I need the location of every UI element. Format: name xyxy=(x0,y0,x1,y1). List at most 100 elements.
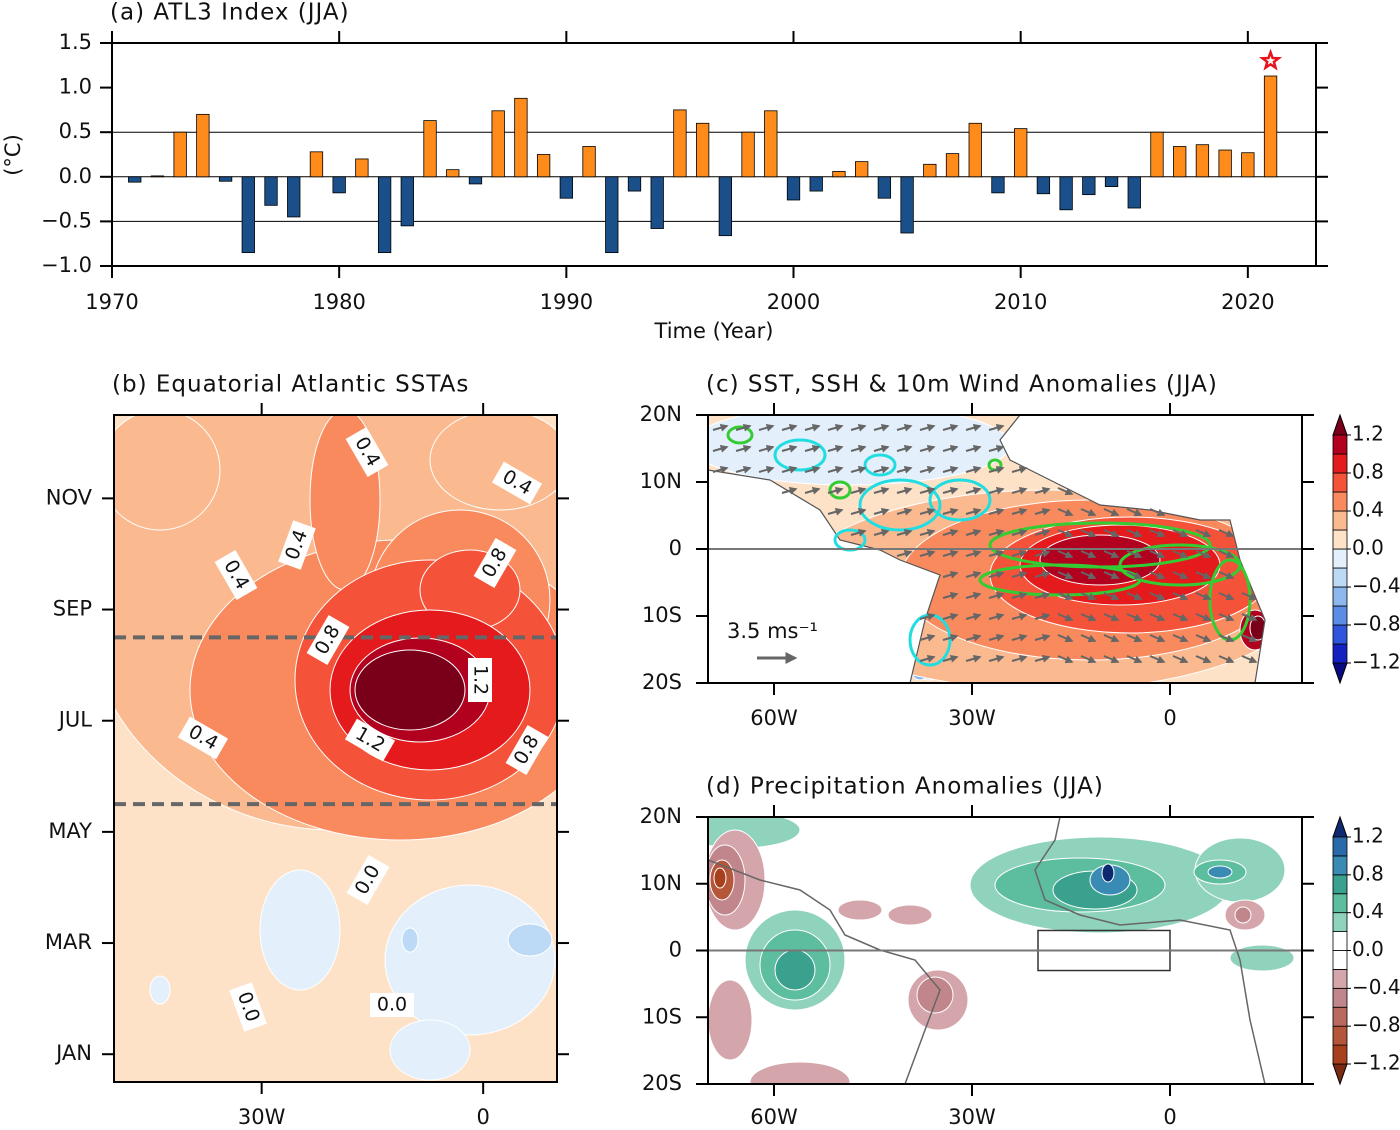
y-tick-label: MAR xyxy=(45,930,92,954)
bar xyxy=(786,176,801,201)
contour-fill xyxy=(149,975,171,1005)
bar xyxy=(1059,176,1073,211)
wind-vector xyxy=(1034,654,1051,663)
contour-fill xyxy=(259,869,341,991)
y-axis-label: (°C) xyxy=(1,134,25,176)
wind-vector xyxy=(965,465,982,474)
wind-vector xyxy=(781,444,798,453)
panel-title: (b) Equatorial Atlantic SSTAs xyxy=(112,372,469,398)
wind-vector xyxy=(1057,550,1074,559)
colorbar-end xyxy=(1332,662,1348,685)
colorbar-band xyxy=(1332,643,1348,664)
wind-vector xyxy=(1080,655,1097,664)
wind-vector xyxy=(850,486,867,495)
colorbar-end xyxy=(1332,815,1348,838)
wind-vector xyxy=(1011,591,1028,600)
colorbar-band xyxy=(1332,1044,1348,1065)
wind-vector xyxy=(942,444,959,453)
y-tick-label: −1.0 xyxy=(41,253,92,277)
bar xyxy=(582,146,596,178)
bar xyxy=(196,113,210,178)
wind-vector xyxy=(1011,486,1028,495)
wind-vector xyxy=(988,654,1005,663)
wind-vector xyxy=(942,507,959,516)
wind-vector xyxy=(942,633,959,642)
colorbar-band xyxy=(1332,529,1348,550)
colorbar-label: 0.8 xyxy=(1352,460,1384,484)
ssh-negative-contour xyxy=(858,478,942,532)
wind-vector xyxy=(1149,655,1166,664)
wind-vector xyxy=(1034,486,1051,495)
y-tick-label: 10S xyxy=(642,1004,682,1028)
bar xyxy=(741,131,755,178)
wind-vector xyxy=(919,528,936,537)
y-tick-label: 10N xyxy=(640,469,682,493)
wind-vector xyxy=(942,423,959,432)
colorbar-band xyxy=(1332,874,1348,895)
wind-vector xyxy=(1011,654,1028,663)
wind-vector xyxy=(1218,655,1235,664)
contour-label: 0.0 xyxy=(377,994,407,1016)
wind-vector xyxy=(1172,571,1189,580)
wind-vector xyxy=(1172,634,1189,643)
colorbar-label: 1.2 xyxy=(1352,824,1384,848)
x-axis-label: Time (Year) xyxy=(654,319,774,343)
bar xyxy=(446,169,460,178)
colorbar-band xyxy=(1332,624,1348,645)
wind-vector xyxy=(988,507,1005,516)
wind-vector xyxy=(1218,592,1235,601)
wind-vector xyxy=(804,444,821,453)
wind-vector xyxy=(942,612,959,621)
contour-fill xyxy=(1101,863,1115,883)
x-tick-label: 1980 xyxy=(312,290,365,314)
bar xyxy=(332,176,346,194)
wind-vector xyxy=(965,444,982,453)
colorbar-end xyxy=(1332,1063,1348,1086)
wind-vector xyxy=(988,591,1005,600)
y-tick-label: 20S xyxy=(642,1071,682,1095)
coastline xyxy=(1034,817,1266,1084)
wind-vector xyxy=(988,549,1005,558)
coastline xyxy=(708,859,941,1084)
wind-vector xyxy=(758,444,775,453)
wind-vector xyxy=(1103,571,1120,580)
wind-vector xyxy=(712,465,729,474)
wind-vector xyxy=(1241,634,1258,643)
wind-vector xyxy=(1011,465,1028,474)
wind-vector xyxy=(1195,550,1212,559)
wind-vector xyxy=(965,612,982,621)
contour-fill xyxy=(708,979,753,1061)
contour-fill xyxy=(837,899,883,921)
wind-vector xyxy=(1011,528,1028,537)
x-tick-label: 2010 xyxy=(994,290,1047,314)
wind-vector xyxy=(1241,655,1258,664)
wind-vector xyxy=(1149,613,1166,622)
x-tick-label: 30W xyxy=(948,706,996,730)
contour-fill xyxy=(749,1061,851,1084)
bar xyxy=(264,176,278,206)
wind-vector xyxy=(735,444,752,453)
contour-label-bg xyxy=(491,461,543,505)
plot-frame xyxy=(113,414,558,1083)
wind-vector xyxy=(919,507,936,516)
wind-vector xyxy=(965,570,982,579)
wind-vector xyxy=(896,444,913,453)
wind-vector xyxy=(1195,571,1212,580)
bar xyxy=(695,122,710,178)
contour-fill xyxy=(1207,865,1233,879)
wind-vector xyxy=(1034,570,1051,579)
x-tick-label: 0 xyxy=(476,1105,489,1129)
wind-vector xyxy=(919,549,936,558)
x-tick-label: 2020 xyxy=(1221,290,1274,314)
plot-frame xyxy=(111,42,1317,267)
wind-vector xyxy=(712,423,729,432)
wind-vector xyxy=(873,444,890,453)
colorbar-label: −0.4 xyxy=(1352,975,1400,999)
contour-fill xyxy=(389,1019,471,1081)
y-tick-label: 0.5 xyxy=(59,119,92,143)
y-tick-label: 1.5 xyxy=(59,30,92,54)
wind-vector xyxy=(1080,592,1097,601)
wind-vector xyxy=(1103,550,1120,559)
wind-vector xyxy=(896,507,913,516)
